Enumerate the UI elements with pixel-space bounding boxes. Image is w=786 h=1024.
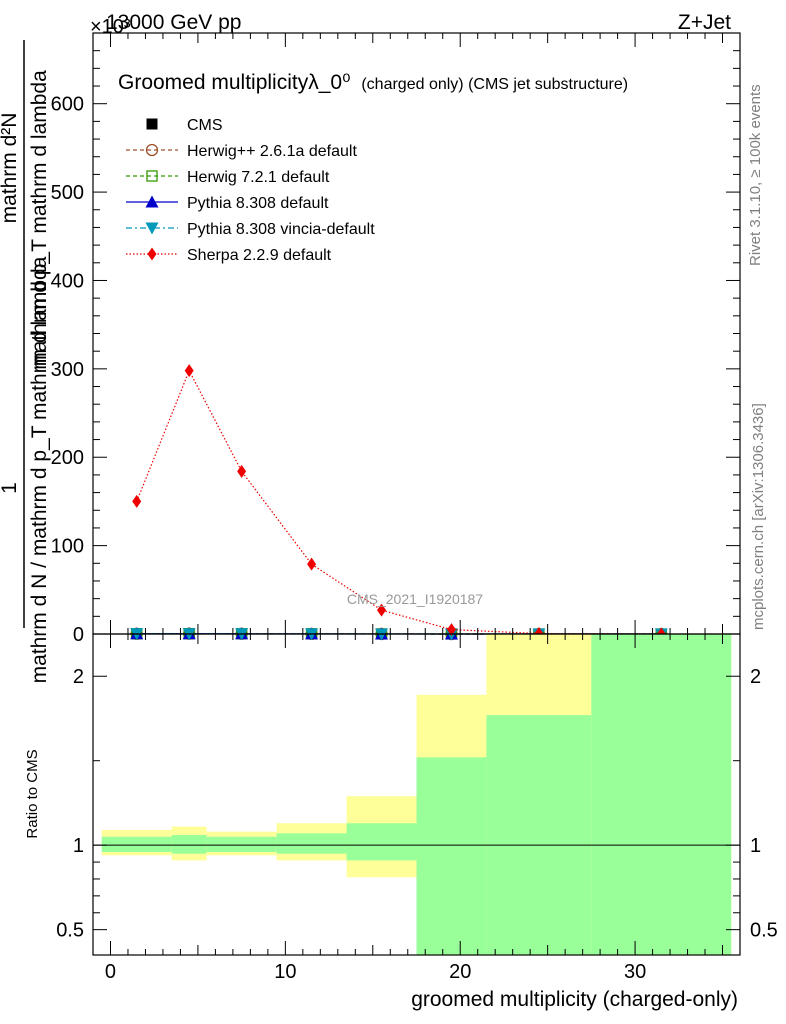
- x-tick-label-0: 0: [105, 961, 116, 983]
- ratio-stat-band-1: [171, 835, 207, 854]
- legend-label-sherpa-2-2-9-default: Sherpa 2.2.9 default: [187, 247, 332, 264]
- ratio-stat-band-6: [486, 715, 592, 955]
- chart-title-suffix: (charged only) (CMS jet substructure): [361, 76, 628, 93]
- legend-label-cms: CMS: [187, 117, 223, 134]
- main-y-tick-label-2: 200: [51, 447, 84, 469]
- x-tick-label-2: 20: [449, 961, 471, 983]
- rivet-label: Rivet 3.1.10, ≥ 100k events: [747, 84, 764, 266]
- legend-marker-herwig-7-2-1-default: [146, 170, 158, 182]
- point-sherpa-2-2-9-default-3: [307, 557, 317, 571]
- legend-marker-sherpa-2-2-9-default: [147, 247, 157, 261]
- chart-title: Groomed multiplicityλ_0⁰ (charged only) …: [118, 71, 628, 94]
- ratio-plot-frame: [92, 633, 741, 956]
- legend-marker-herwig-2-6-1a-default: [145, 143, 159, 157]
- y-axis-label-numerator-bottom: mathrm d p_T mathrm d lambda: [28, 70, 51, 370]
- x-tick-label-1: 10: [274, 961, 296, 983]
- y-exponent: ×10³: [90, 16, 131, 38]
- header-right: Z+Jet: [678, 11, 731, 34]
- ratio-y-tick-label-2: 2: [73, 666, 84, 688]
- y-axis-label-denominator: mathrm d N / mathrm d p_T mathrm d lambd…: [28, 256, 51, 683]
- y-axis-label-main: mathrm d²N mathrm d p_T mathrm d lambda …: [0, 40, 51, 683]
- ratio-stat-band-5: [416, 757, 487, 955]
- point-sherpa-2-2-9-default-5: [446, 623, 456, 637]
- point-sherpa-2-2-9-default-2: [237, 464, 247, 478]
- ratio-y-tick-label-0: 0.5: [56, 920, 84, 942]
- ratio-stat-band-0: [101, 836, 172, 852]
- ratio-y-tick-label-right-2: 2: [750, 666, 761, 688]
- point-sherpa-2-2-9-default-4: [377, 603, 387, 617]
- chart-title-main: Groomed multiplicityλ_0⁰: [118, 71, 351, 94]
- mcplots-label: mcplots.cern.ch [arXiv:1306.3436]: [750, 403, 767, 630]
- legend-label-pythia-8-308-default: Pythia 8.308 default: [187, 195, 329, 212]
- x-tick-label-3: 30: [624, 961, 646, 983]
- ratio-y-tick-label-right-0: 0.5: [750, 920, 778, 942]
- legend-label-pythia-8-308-vincia-default: Pythia 8.308 vincia-default: [187, 221, 375, 238]
- point-sherpa-2-2-9-default-0: [132, 494, 142, 508]
- main-y-tick-label-0: 0: [73, 624, 84, 646]
- main-y-tick-label-5: 500: [51, 182, 84, 204]
- y-axis-label-prefix-one: 1: [0, 482, 21, 494]
- legend-label-herwig-2-6-1a-default: Herwig++ 2.6.1a default: [187, 143, 357, 160]
- legend-label-herwig-7-2-1-default: Herwig 7.2.1 default: [187, 169, 330, 186]
- ratio-stat-band-3: [276, 833, 347, 854]
- main-y-tick-label-6: 600: [51, 94, 84, 116]
- main-y-tick-label-4: 400: [51, 270, 84, 292]
- y-axis-label-numerator-top: mathrm d²N: [0, 113, 21, 224]
- ratio-stat-band-2: [206, 836, 277, 852]
- ratio-stat-band-4: [346, 823, 417, 861]
- x-axis-label: groomed multiplicity (charged-only): [411, 988, 738, 1011]
- ratio-stat-band-7: [591, 634, 732, 955]
- point-sherpa-2-2-9-default-1: [184, 364, 194, 378]
- legend-marker-cms: [146, 118, 158, 130]
- legend-marker-pythia-8-308-default: [145, 195, 159, 208]
- main-y-tick-label-3: 300: [51, 359, 84, 381]
- y-axis-label-ratio: Ratio to CMS: [24, 749, 41, 838]
- watermark: CMS_2021_I1920187: [347, 591, 483, 607]
- ratio-y-tick-label-1: 1: [73, 835, 84, 857]
- ratio-y-tick-label-right-1: 1: [750, 835, 761, 857]
- main-y-tick-label-1: 100: [51, 536, 84, 558]
- header-left: 13000 GeV pp: [106, 11, 241, 34]
- legend-marker-pythia-8-308-vincia-default: [145, 222, 159, 235]
- series-line-sherpa-2-2-9-default: [136, 369, 662, 635]
